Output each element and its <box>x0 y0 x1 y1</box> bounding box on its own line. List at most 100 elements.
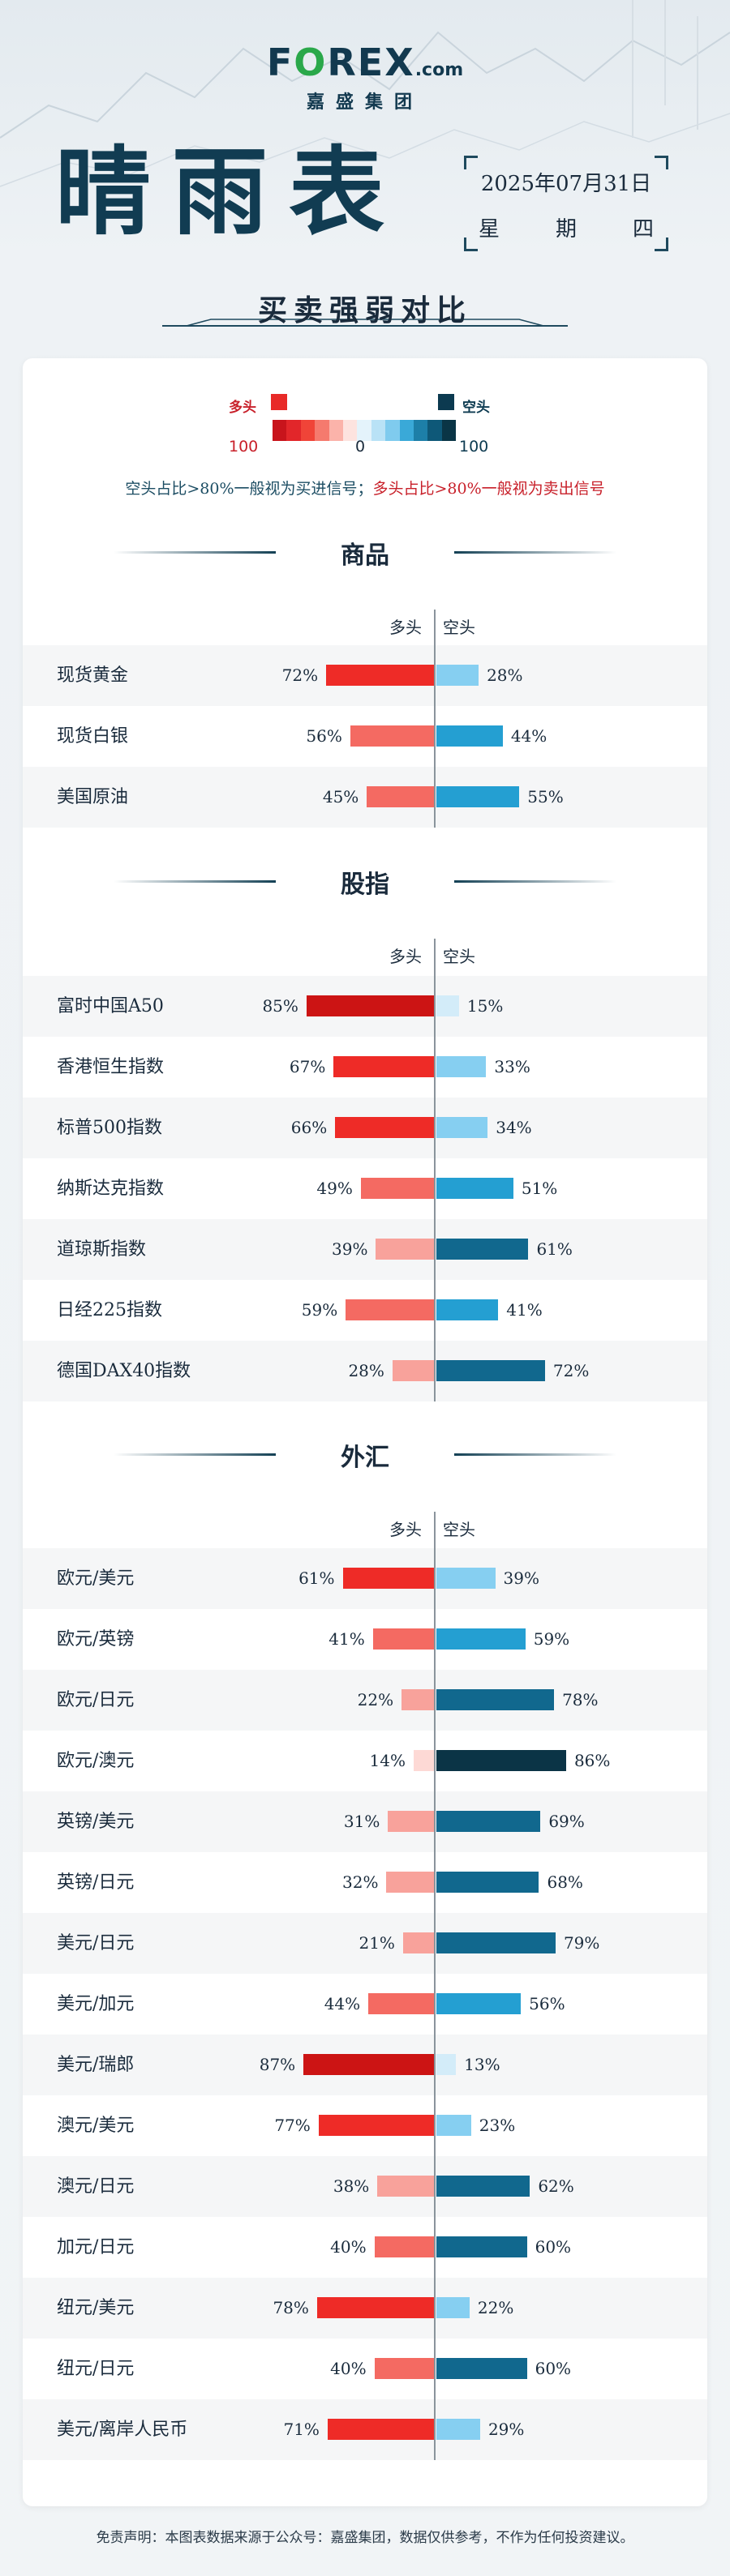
scale-swatch <box>328 420 343 441</box>
bull-bar <box>346 1299 435 1320</box>
disclaimer: 免责声明：本图表数据来源于公众号：嘉盛集团，数据仅供参考，不作为任何投资建议。 <box>96 2530 634 2546</box>
bull-percentage: 41% <box>328 1629 365 1649</box>
row-label: 美国原油 <box>57 786 129 807</box>
table-row: 澳元/日元 38% 62% <box>23 2156 707 2217</box>
bear-percentage: 34% <box>496 1118 532 1137</box>
bull-bar <box>327 2419 435 2440</box>
legend-bull-label: 多头 <box>229 400 256 416</box>
bull-percentage: 40% <box>330 2359 367 2378</box>
legend-bear-label: 空头 <box>462 400 490 416</box>
bear-bar <box>436 1117 488 1138</box>
bear-percentage: 61% <box>536 1239 573 1259</box>
bull-percentage: 66% <box>290 1118 328 1137</box>
row-label: 德国DAX40指数 <box>57 1360 191 1381</box>
bull-bar <box>306 995 435 1016</box>
row-label: 标普500指数 <box>57 1117 162 1138</box>
row-label: 纳斯达克指数 <box>57 1178 165 1199</box>
content-card <box>23 358 707 2506</box>
row-label: 富时中国A50 <box>57 995 164 1016</box>
bear-bar <box>436 2236 527 2257</box>
table-row: 纽元/美元 78% 22% <box>23 2278 707 2339</box>
scale-swatch <box>315 420 329 441</box>
column-header-bull: 多头 <box>389 618 422 637</box>
table-row: 标普500指数 66% 34% <box>23 1098 707 1158</box>
scale-swatch <box>357 420 371 441</box>
bear-bar <box>436 2115 471 2136</box>
bear-percentage: 69% <box>548 1812 585 1831</box>
table-row: 澳元/美元 77% 23% <box>23 2095 707 2156</box>
row-label: 美元/离岸人民币 <box>57 2419 188 2440</box>
subtitle-text: 买卖强弱对比 <box>257 293 472 327</box>
bear-signal-note: 空头占比>80%一般视为买进信号； <box>125 480 373 498</box>
row-label: 欧元/日元 <box>57 1689 135 1710</box>
bull-bar <box>350 725 435 747</box>
section-title: 商品 <box>341 541 389 570</box>
date-box: 2025年07月31日 星期四 <box>464 156 668 251</box>
column-header-bear: 空头 <box>443 947 475 966</box>
section-divider-left <box>114 880 276 883</box>
weekday-text: 星期四 <box>479 217 654 242</box>
bear-bar <box>436 786 520 807</box>
scale-swatch <box>441 420 457 441</box>
row-label: 纽元/日元 <box>57 2358 135 2379</box>
bear-bar <box>436 1360 545 1381</box>
section-divider-right <box>454 551 616 554</box>
row-label: 香港恒生指数 <box>57 1056 165 1077</box>
center-axis <box>434 610 436 828</box>
bear-bar <box>436 1811 541 1832</box>
row-label: 加元/日元 <box>57 2236 135 2257</box>
bull-bar <box>402 1932 435 1953</box>
scale-swatch <box>300 420 316 441</box>
row-label: 日经225指数 <box>57 1299 162 1320</box>
table-row: 美元/日元 21% 79% <box>23 1913 707 1974</box>
bull-percentage: 40% <box>330 2237 367 2257</box>
bull-bar <box>335 1117 435 1138</box>
bull-bar <box>388 1811 435 1832</box>
bull-percentage: 14% <box>369 1751 406 1770</box>
section-title: 股指 <box>341 871 389 899</box>
bear-bar <box>436 1056 487 1077</box>
bear-bar <box>436 1932 556 1953</box>
bear-bar <box>436 1628 526 1650</box>
scale-swatch <box>273 420 287 441</box>
table-row: 道琼斯指数 39% 61% <box>23 1219 707 1280</box>
bull-bar <box>386 1872 435 1893</box>
column-header-bull: 多头 <box>389 1520 422 1539</box>
bull-bar <box>367 786 435 807</box>
scale-swatch <box>413 420 428 441</box>
bear-percentage: 15% <box>466 996 504 1016</box>
bear-bar <box>436 2176 530 2197</box>
table-row: 欧元/日元 22% 78% <box>23 1670 707 1731</box>
bear-bar <box>436 2419 480 2440</box>
table-row: 现货黄金 72% 28% <box>23 645 707 706</box>
bull-bar <box>392 1360 435 1381</box>
table-row: 香港恒生指数 67% 33% <box>23 1037 707 1098</box>
bear-percentage: 51% <box>521 1179 558 1198</box>
scale-mid-label: 0 <box>355 438 366 456</box>
row-label: 欧元/美元 <box>57 1568 135 1589</box>
bear-percentage: 39% <box>503 1568 539 1588</box>
table-row: 英镑/美元 31% 69% <box>23 1791 707 1852</box>
bear-percentage: 59% <box>533 1629 570 1649</box>
scale-swatch <box>342 420 358 441</box>
bear-percentage: 44% <box>510 726 548 746</box>
bull-bar <box>318 2115 435 2136</box>
scale-swatch <box>427 420 442 441</box>
scale-right-label: 100 <box>459 438 489 456</box>
bull-bar <box>303 2054 435 2075</box>
scale-swatch <box>385 420 400 441</box>
bull-percentage: 28% <box>348 1361 384 1380</box>
row-label: 美元/瑞郎 <box>57 2054 135 2075</box>
bull-signal-note: 多头占比>80%一般视为卖出信号 <box>372 480 605 498</box>
bear-percentage: 23% <box>479 2116 516 2135</box>
bull-percentage: 22% <box>357 1690 394 1709</box>
bear-bar <box>436 1299 499 1320</box>
bear-percentage: 33% <box>494 1057 530 1076</box>
table-row: 美元/瑞郎 87% 13% <box>23 2035 707 2095</box>
signal-note: 空头占比>80%一般视为买进信号；多头占比>80%一般视为卖出信号 <box>0 477 730 499</box>
section-title: 外汇 <box>341 1444 389 1472</box>
legend-color-scale <box>273 420 457 441</box>
table-row: 美国原油 45% 55% <box>23 767 707 828</box>
table-row: 美元/离岸人民币 71% 29% <box>23 2399 707 2460</box>
table-row: 欧元/美元 61% 39% <box>23 1548 707 1609</box>
